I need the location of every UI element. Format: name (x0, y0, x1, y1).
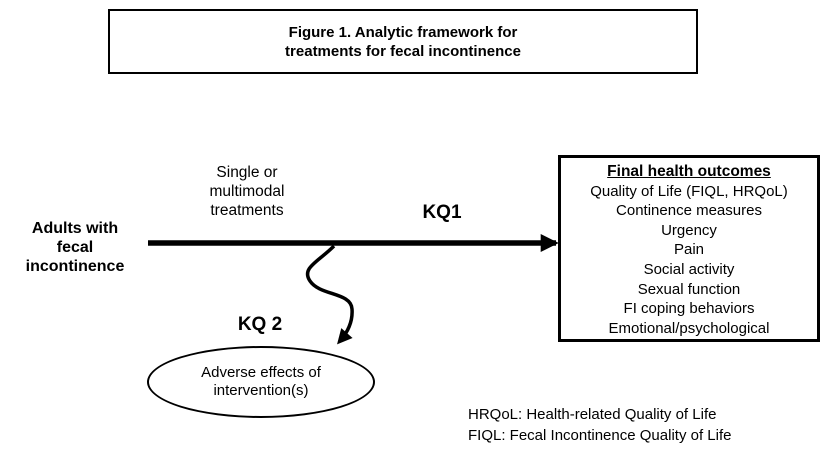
outcome-item: Urgency (661, 221, 717, 239)
kq1-label: KQ1 (422, 202, 462, 223)
outcome-item: Sexual function (637, 280, 741, 298)
treatment-node-label: Single or multimodal treatments (209, 164, 285, 219)
adverse-effects-label: Adverse effects of intervention(s) (201, 364, 321, 399)
figure-title: Figure 1. Analytic framework for treatme… (285, 23, 521, 60)
footnote-line: FIQL: Fecal Incontinence Quality of Life (468, 427, 732, 444)
footnote-line: HRQoL: Health-related Quality of Life (468, 406, 717, 423)
outcome-item: Social activity (643, 260, 735, 278)
figure-title-box: Figure 1. Analytic framework for treatme… (108, 9, 698, 74)
outcome-item: Pain (673, 241, 705, 259)
footnote-block: HRQoL: Health-related Quality of Life FI… (468, 404, 731, 446)
kq2-label: KQ 2 (237, 314, 283, 335)
outcome-item: Quality of Life (FIQL, HRQoL) (590, 182, 788, 200)
outcomes-heading: Final health outcomes (607, 163, 771, 180)
outcome-item: FI coping behaviors (623, 300, 755, 318)
final-health-outcomes-box: Final health outcomes Quality of Life (F… (558, 155, 820, 342)
adverse-effects-ellipse: Adverse effects of intervention(s) (147, 346, 375, 418)
outcome-item: Continence measures (616, 202, 762, 220)
kq2-curved-arrow (305, 244, 354, 345)
population-node-label: Adults with fecal incontinence (25, 220, 125, 275)
outcome-item: Emotional/psychological (608, 319, 770, 337)
